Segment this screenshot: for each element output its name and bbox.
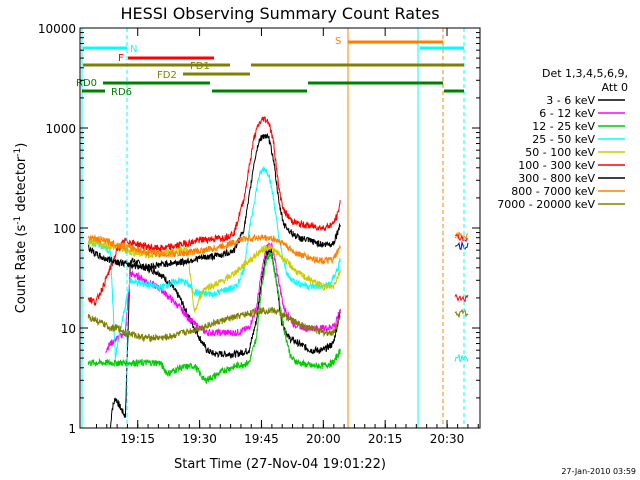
legend-entry-label: 50 - 100 keV [525,146,595,159]
y-axis-label: Count Rate (s-1 detector-1) [13,143,29,314]
legend-entry-label: 3 - 6 keV [546,94,595,107]
legend-header-line1: Det 1,3,4,5,6,9, [542,67,628,80]
series-trace-4 [87,238,341,314]
series-trace-7 [87,233,341,265]
series-trace-8 [87,306,341,343]
x-tick-label: 20:30 [430,432,465,446]
legend-entry-label: 6 - 12 keV [539,107,595,120]
x-tick-label: 19:15 [120,432,155,446]
flag-label-s: S [335,36,341,47]
flag-label-rd6: RD6 [111,87,132,98]
x-axis-ticks: 19:15 19:30 19:45 20:00 20:15 20:30 [95,28,479,446]
legend-entry-label: 25 - 50 keV [532,133,595,146]
series-trace-6 [88,132,341,272]
x-axis-label: Start Time (27-Nov-04 19:01:22) [174,457,386,472]
y-tick-label: 10000 [38,22,76,36]
tail-trace-0 [454,231,469,241]
flag-label-n: N [130,44,137,55]
tail-trace-1 [455,234,469,243]
legend-entry-label: 12 - 25 keV [532,120,595,133]
legend-entry-label: 7000 - 20000 keV [497,198,595,211]
series-traces [87,116,469,429]
series-trace-3 [87,166,341,359]
x-tick-label: 19:45 [244,432,279,446]
legend-entry-label: 800 - 7000 keV [511,185,595,198]
y-tick-label: 1 [68,422,76,436]
tail-trace-5 [454,354,469,363]
legend-entry-label: 100 - 300 keV [518,159,595,172]
x-tick-label: 20:00 [306,432,341,446]
tail-trace-4 [454,308,469,318]
tail-trace-3 [454,293,469,303]
series-trace-1 [105,242,341,354]
flag-label-rd0: RD0 [76,78,97,89]
observing-overlays: NF FD1 FD2 RD0 RD6 S [76,28,465,428]
plot-frame [79,27,481,429]
footer-timestamp: 27-Jan-2010 03:59 [561,467,636,476]
chart-title: HESSI Observing Summary Count Rates [120,4,439,23]
y-tick-label: 1000 [45,122,76,136]
flag-label-fd1: FD1 [190,61,210,72]
series-trace-2 [87,251,341,385]
x-tick-label: 20:15 [368,432,403,446]
legend-header-line2: Att 0 [602,81,628,94]
series-trace-0 [110,248,341,429]
legend-entry-label: 300 - 800 keV [518,172,595,185]
tail-trace-2 [455,240,469,251]
flag-label-f: F [118,53,124,64]
flag-label-fd2: FD2 [157,70,177,81]
y-tick-label: 10 [61,322,76,336]
series-trace-5 [87,116,341,306]
y-axis-ticks: 1 10 100 1000 10000 [38,22,480,436]
y-tick-label: 100 [53,222,76,236]
x-tick-label: 19:30 [182,432,217,446]
